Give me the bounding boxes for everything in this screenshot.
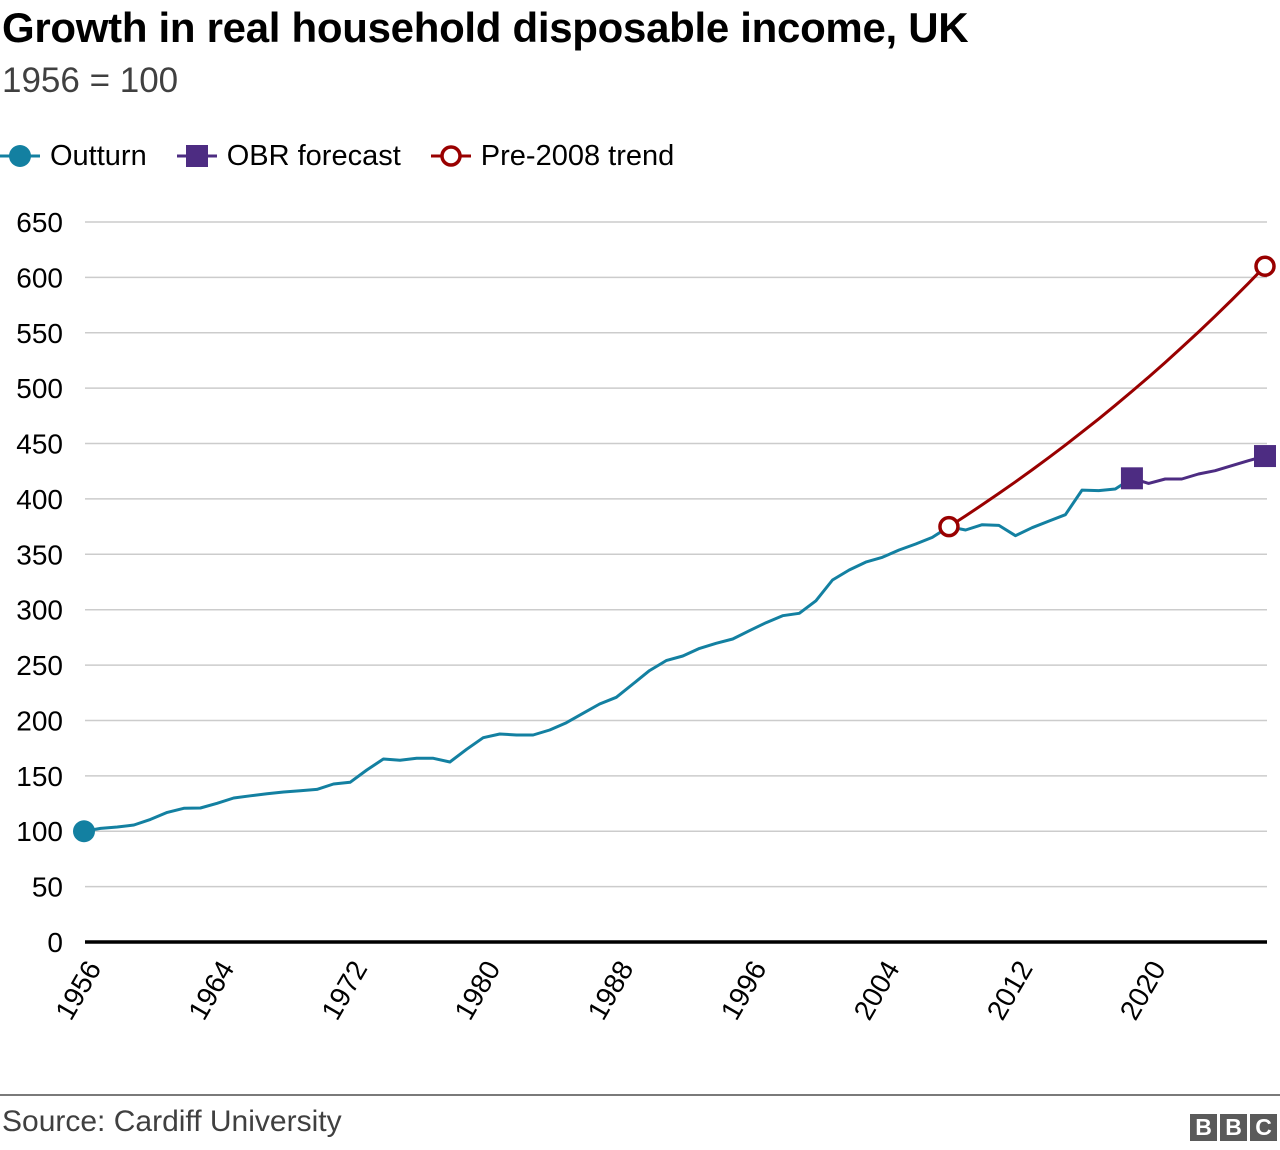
source-note: Source: Cardiff University bbox=[2, 1105, 342, 1138]
x-tick-label: 2012 bbox=[981, 956, 1039, 1025]
x-tick-label: 1972 bbox=[315, 956, 373, 1025]
filled-circle-icon bbox=[0, 145, 40, 167]
y-axis-tick-labels: 0 50 100 150 200 250 300 350 400 450 500 550 600 650 bbox=[16, 207, 63, 958]
logo-letter: B bbox=[1190, 1114, 1217, 1141]
y-tick-label: 600 bbox=[16, 262, 63, 293]
chart-subtitle: 1956 = 100 bbox=[2, 61, 179, 100]
legend-label: Pre-2008 trend bbox=[480, 139, 675, 172]
y-tick-label: 50 bbox=[32, 872, 63, 903]
y-tick-label: 300 bbox=[16, 595, 63, 626]
y-tick-label: 550 bbox=[16, 318, 63, 349]
legend-item-outturn: Outturn bbox=[0, 136, 147, 176]
y-tick-label: 100 bbox=[16, 816, 63, 847]
legend-label: OBR forecast bbox=[226, 139, 401, 172]
logo-letter: C bbox=[1250, 1114, 1277, 1141]
x-tick-label: 1988 bbox=[581, 956, 639, 1025]
pre-2008-trend-marker bbox=[938, 515, 960, 538]
bbc-logo: B B C bbox=[1190, 1114, 1280, 1141]
hollow-circle-icon bbox=[430, 145, 471, 167]
footer-divider bbox=[0, 1094, 1280, 1096]
y-tick-label: 350 bbox=[16, 539, 63, 570]
x-tick-label: 1956 bbox=[49, 956, 107, 1025]
legend: Outturn OBR forecast Pre-2008 trend bbox=[0, 136, 704, 176]
y-tick-label: 150 bbox=[16, 761, 63, 792]
y-tick-label: 200 bbox=[16, 705, 63, 736]
x-tick-label: 1980 bbox=[448, 956, 506, 1025]
y-tick-label: 450 bbox=[16, 429, 63, 460]
legend-item-pre-2008-trend: Pre-2008 trend bbox=[430, 136, 675, 176]
obr-forecast-marker bbox=[1254, 445, 1276, 468]
series-lines bbox=[82, 264, 1267, 833]
gridlines bbox=[85, 221, 1267, 888]
filled-square-icon bbox=[176, 145, 217, 167]
x-tick-label: 1996 bbox=[715, 956, 773, 1025]
x-tick-label: 2020 bbox=[1114, 956, 1172, 1025]
y-tick-label: 500 bbox=[16, 373, 63, 404]
pre-2008-trend-marker bbox=[1254, 255, 1276, 277]
x-tick-label: 2004 bbox=[848, 956, 906, 1025]
y-tick-label: 0 bbox=[47, 927, 63, 958]
legend-label: Outturn bbox=[50, 139, 147, 172]
logo-letter: B bbox=[1220, 1114, 1247, 1141]
chart-title: Growth in real household disposable inco… bbox=[2, 4, 969, 51]
legend-item-obr-forecast: OBR forecast bbox=[176, 136, 401, 176]
x-axis-tick-labels: 1956 1964 1972 1980 1988 1996 2004 2012 2020 bbox=[49, 956, 1172, 1025]
x-tick-label: 1964 bbox=[182, 956, 240, 1025]
y-tick-label: 650 bbox=[16, 207, 63, 238]
series-line-pre-2008-trend bbox=[947, 264, 1267, 529]
y-tick-label: 250 bbox=[16, 650, 63, 681]
series-line-obr-forecast bbox=[1130, 454, 1267, 485]
y-tick-label: 400 bbox=[16, 484, 63, 515]
outturn-start-marker bbox=[73, 820, 95, 843]
series-markers bbox=[73, 255, 1276, 843]
series-line-outturn bbox=[82, 476, 1134, 833]
obr-forecast-marker bbox=[1120, 467, 1143, 490]
